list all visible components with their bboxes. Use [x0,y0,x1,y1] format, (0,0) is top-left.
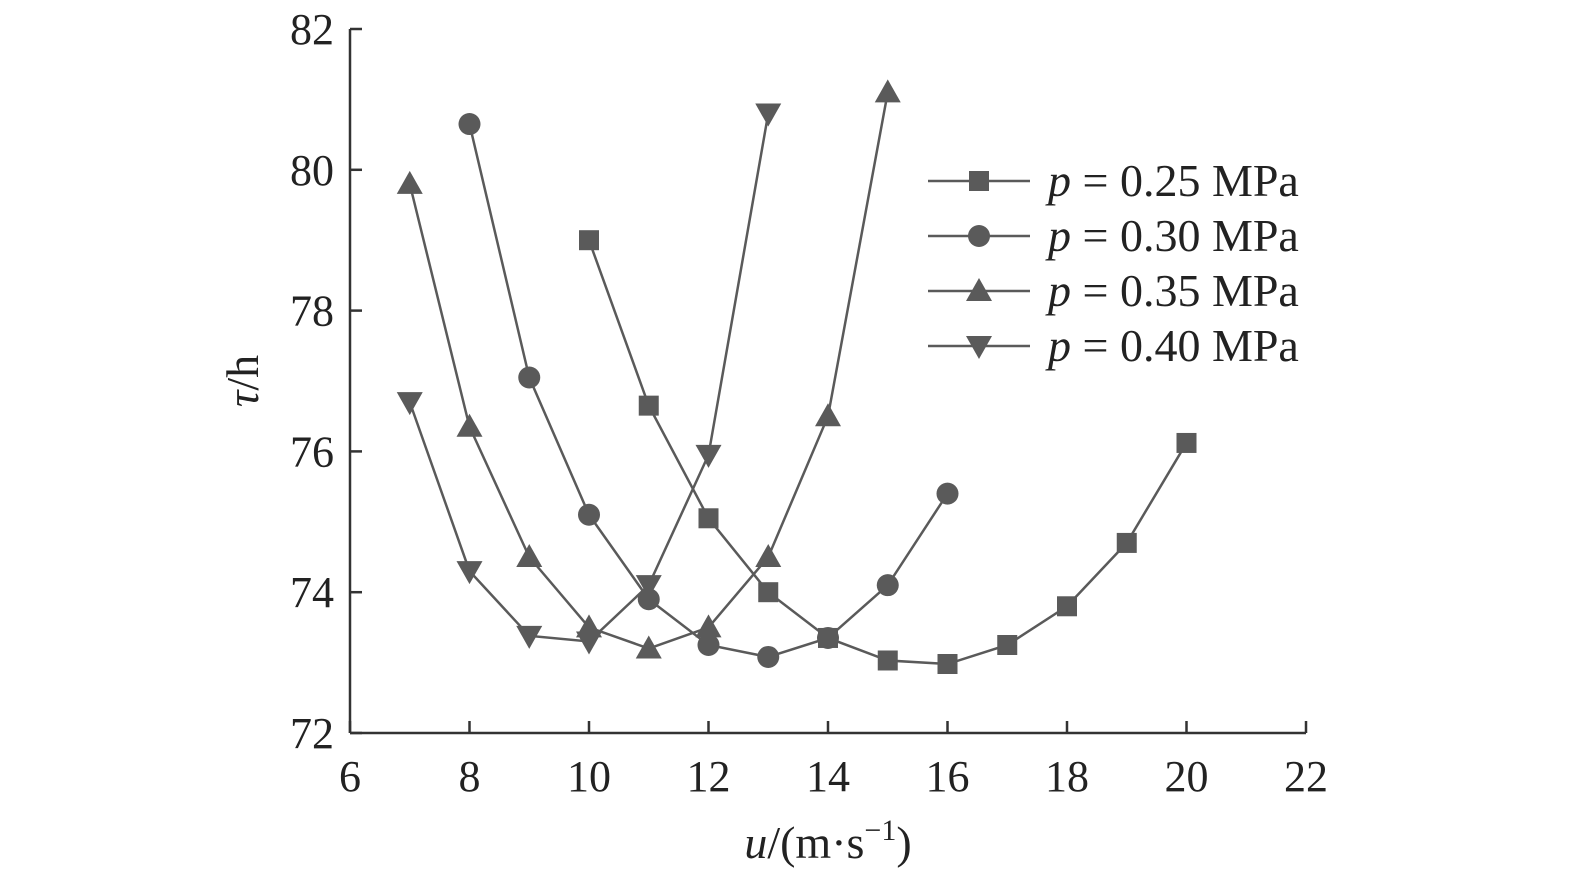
x-axis-label-var: u [744,817,767,868]
y-tick-label: 82 [290,5,334,54]
legend-label-value: = 0.30 MPa [1071,210,1299,261]
legend-marker-triangle-down [966,336,992,359]
x-ticks: 6 8 10 12 14 16 18 20 22 [339,721,1328,801]
legend-item: p = 0.30 MPa [928,210,1299,261]
x-tick-label: 20 [1165,752,1209,801]
data-point-triangle-down [695,444,722,468]
data-point-square [579,230,599,251]
legend-label: p = 0.25 MPa [1045,155,1299,206]
x-axis-label: u/(m·s−1) [744,814,911,868]
series-3 [396,79,901,659]
x-tick-label: 6 [339,752,361,801]
y-axis-label-unit: /h [217,355,268,391]
y-axis-label: τ/h [217,355,268,407]
x-axis-label-sup: −1 [864,814,896,847]
legend-marker-triangle-up [966,278,992,301]
data-point-square [937,654,958,675]
data-point-triangle-up [635,635,662,659]
y-tick-label: 76 [290,427,334,476]
data-point-circle [578,503,600,526]
data-point-triangle-up [396,170,423,194]
data-point-triangle-down [396,392,423,416]
series-4 [396,103,782,655]
data-point-square [877,650,898,671]
x-tick-label: 16 [926,752,970,801]
x-tick-label: 12 [687,752,731,801]
legend-label-value: = 0.25 MPa [1071,155,1299,206]
data-point-triangle-down [755,103,782,127]
x-axis-label-close: ) [896,817,911,868]
legend-label-value: = 0.40 MPa [1071,320,1299,371]
y-tick-label: 80 [290,146,334,195]
data-point-square [758,582,779,603]
legend-label-var: p [1045,265,1071,316]
legend-item: p = 0.35 MPa [928,265,1299,316]
data-point-circle [637,588,660,611]
data-point-triangle-down [516,625,543,649]
data-point-triangle-down [456,561,483,585]
data-point-circle [876,574,899,597]
y-ticks: 72 74 76 78 80 82 [290,5,362,758]
x-axis-label-unit: /(m·s [767,817,864,868]
data-point-circle [817,626,839,649]
data-point-circle [458,113,481,136]
legend-label: p = 0.35 MPa [1045,265,1299,316]
legend-label-var: p [1045,210,1071,261]
legend-item: p = 0.40 MPa [928,320,1299,371]
y-tick-label: 72 [290,709,334,758]
x-tick-label: 18 [1045,752,1089,801]
y-axis-label-var: τ [217,389,268,407]
data-point-triangle-up [456,413,483,437]
data-point-triangle-up [874,79,901,103]
legend-marker-circle [968,225,990,247]
x-tick-label: 10 [567,752,611,801]
data-point-square [997,635,1018,655]
data-point-square [1176,432,1197,453]
x-tick-label: 14 [806,752,850,801]
data-point-triangle-up [815,403,841,427]
legend-marker-square [969,171,989,191]
y-tick-label: 78 [290,287,334,336]
data-point-triangle-down [635,575,662,599]
data-point-circle [757,645,780,668]
y-tick-label: 74 [290,568,334,617]
x-tick-label: 8 [459,752,481,801]
data-point-triangle-up [755,544,782,567]
x-tick-label: 22 [1284,752,1328,801]
data-point-circle [518,366,541,389]
series-2 [458,113,959,668]
data-point-circle [697,634,720,656]
legend-label: p = 0.40 MPa [1045,320,1299,371]
legend-label-var: p [1045,320,1071,371]
series-group [396,79,1197,675]
series-line [468,123,949,659]
data-point-square [1116,532,1137,553]
data-point-triangle-up [695,614,722,638]
data-point-triangle-down [576,631,602,655]
legend-label-value: = 0.35 MPa [1071,265,1299,316]
data-point-square [638,395,659,416]
legend-item: p = 0.25 MPa [928,155,1299,206]
data-point-square [698,508,719,529]
legend-label-var: p [1045,155,1071,206]
data-point-circle [936,482,959,505]
data-point-triangle-up [516,544,543,567]
legend-label: p = 0.30 MPa [1045,210,1299,261]
data-point-square [1057,596,1077,617]
